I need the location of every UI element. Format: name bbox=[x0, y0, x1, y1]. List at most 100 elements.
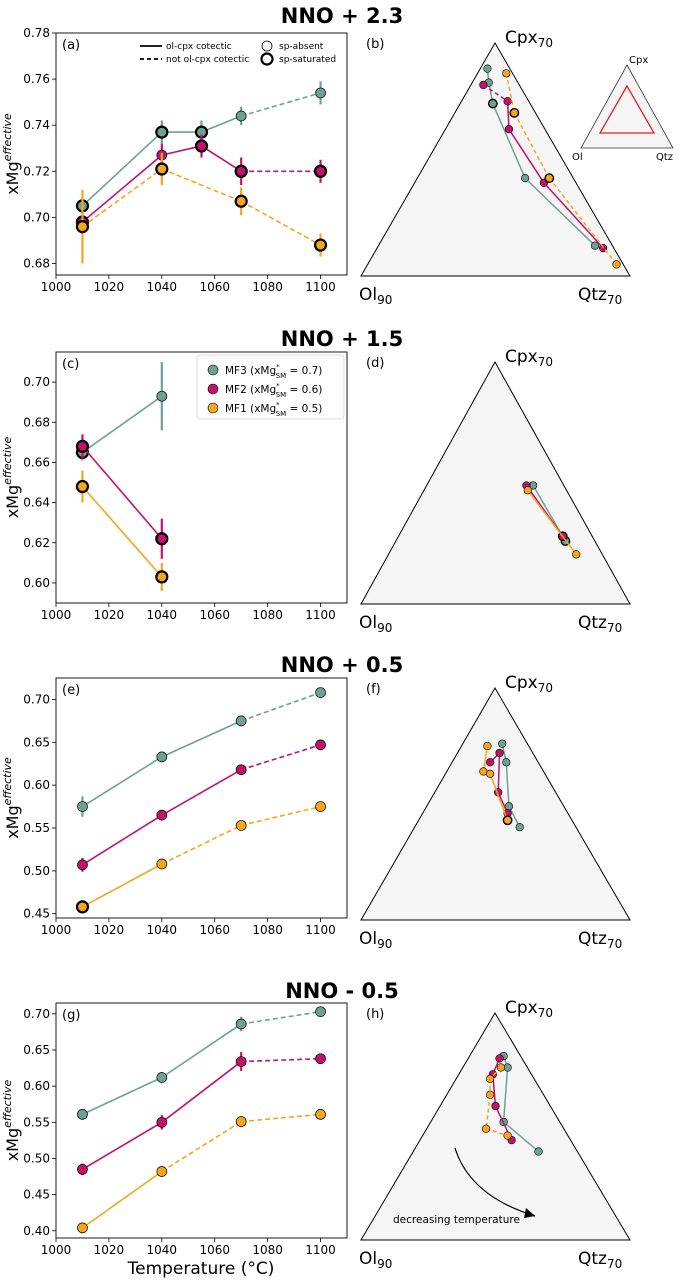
ternary-point-MF1 bbox=[483, 741, 492, 751]
segment-MF3 bbox=[82, 756, 163, 808]
inset-red-triangle bbox=[598, 84, 656, 134]
series-MF1 bbox=[77, 1109, 326, 1234]
vertex-cpx-sub: 70 bbox=[538, 36, 553, 50]
point-MF1 bbox=[156, 1166, 168, 1177]
point-MF1 bbox=[155, 570, 169, 584]
x-tick-label: 1040 bbox=[147, 608, 178, 622]
ternary-segment-MF3 bbox=[492, 103, 526, 179]
vertex-cpx-main: Cpx bbox=[505, 347, 538, 367]
ternary-point-MF1 bbox=[612, 260, 621, 269]
vertex-ol-main: Ol bbox=[359, 929, 377, 949]
inset-ternary: Cpx Ol Qtz bbox=[572, 55, 674, 163]
line-panel-2: 1000 1020 1040 1060 1080 1100 0.60 0.62 0.64 0.66… bbox=[1, 351, 348, 622]
segment-MF1 bbox=[240, 200, 321, 246]
ternary-segment-MF2 bbox=[497, 752, 501, 793]
y-axis-label: xMgeffective bbox=[1, 757, 22, 839]
ternary-point-MF3 bbox=[590, 241, 600, 250]
series-MF1 bbox=[75, 470, 169, 591]
axes-frame bbox=[55, 32, 348, 276]
point-MF3 bbox=[156, 390, 168, 402]
segment-MF3 bbox=[161, 720, 242, 758]
inset-label-ol: Ol bbox=[572, 152, 583, 163]
ternary-point-MF1 bbox=[496, 1063, 505, 1072]
series-MF3 bbox=[75, 362, 168, 461]
ternary-point-MF3 bbox=[515, 823, 524, 832]
inset-label-qtz: Qtz bbox=[656, 152, 673, 163]
series-MF3 bbox=[77, 687, 326, 817]
segment-MF1 bbox=[161, 824, 242, 865]
y-tick-label: 0.66 bbox=[23, 455, 50, 469]
legend-saturated-marker bbox=[260, 52, 274, 66]
y-tick-label: 0.50 bbox=[23, 864, 50, 878]
arrow-label: decreasing temperature bbox=[393, 1214, 520, 1226]
point-MF3 bbox=[235, 715, 247, 727]
legend-pre: MF1 (xMg bbox=[225, 403, 276, 415]
y-axis-label: xMgeffective bbox=[1, 113, 22, 195]
vertex-qtz-main: Qtz bbox=[578, 1249, 607, 1269]
series-MF2 bbox=[77, 1052, 326, 1176]
point-MF1 bbox=[75, 220, 90, 234]
segment-MF1 bbox=[81, 168, 163, 228]
vertex-cpx-main: Cpx bbox=[505, 673, 538, 693]
point-MF3 bbox=[235, 1018, 247, 1030]
ternary-point-MF1 bbox=[509, 108, 520, 118]
ternary-segment-MF2 bbox=[482, 84, 509, 102]
vertex-label-cpx: Cpx70 bbox=[505, 998, 553, 1020]
point-MF3 bbox=[235, 110, 247, 122]
y-tick-label: 0.55 bbox=[23, 1115, 50, 1129]
ternary-point-MF1 bbox=[544, 173, 555, 184]
legend-post: = 0.6) bbox=[286, 384, 322, 396]
ternary-segment-MF1 bbox=[489, 773, 509, 821]
ternary-point-MF2 bbox=[503, 97, 512, 106]
x-tick-label: 1060 bbox=[199, 280, 230, 294]
series-MF2 bbox=[77, 739, 326, 872]
point-MF2 bbox=[235, 764, 247, 776]
series-MF2 bbox=[75, 434, 169, 559]
point-MF3 bbox=[155, 125, 169, 139]
point-MF2 bbox=[77, 859, 88, 871]
x-tick-label: 1080 bbox=[252, 923, 283, 937]
segment-MF1 bbox=[240, 805, 321, 827]
ternary-triangle bbox=[360, 41, 631, 277]
y-tick-label: 0.78 bbox=[23, 26, 50, 40]
legend-label-MF3: MF3 (xMg* SM = 0.7) bbox=[225, 363, 322, 380]
ternary-segment-MF1 bbox=[527, 489, 577, 555]
legend-saturated-label: sp-saturated bbox=[279, 55, 336, 65]
ternary-segment-MF1 bbox=[482, 745, 489, 772]
arrow-head bbox=[524, 1208, 535, 1218]
ternary-point-MF1 bbox=[503, 1131, 512, 1140]
legend-sup: * bbox=[276, 401, 280, 409]
y-tick-label: 0.65 bbox=[23, 1043, 50, 1057]
y-tick-label: 0.64 bbox=[23, 496, 50, 510]
ternary-series-MF1 bbox=[481, 1063, 512, 1140]
panel-label: (g) bbox=[62, 1008, 80, 1023]
ternary-point-MF3 bbox=[534, 1147, 543, 1156]
legend-sup: * bbox=[276, 363, 280, 371]
segment-MF3 bbox=[240, 691, 321, 722]
vertex-qtz-sub: 70 bbox=[607, 937, 622, 951]
legend-marker-MF3 bbox=[207, 364, 219, 376]
ternary-series-MF2 bbox=[479, 80, 608, 253]
y-tick-label: 0.55 bbox=[23, 821, 50, 835]
legend-absent-label: sp-absent bbox=[279, 42, 324, 52]
line-panel-4: 1000 1020 1040 1060 1080 1100 0.45 0.50 0.55 0.60… bbox=[1, 677, 348, 937]
axes-frame bbox=[55, 351, 348, 604]
point-MF3 bbox=[77, 801, 88, 812]
panel-label: (h) bbox=[366, 1007, 384, 1022]
segment-MF2 bbox=[161, 145, 202, 156]
x-tick-label: 1080 bbox=[252, 280, 283, 294]
ternary-point-MF1 bbox=[572, 550, 581, 559]
ternary-point-MF3 bbox=[483, 64, 492, 73]
y-tick-label: 0.72 bbox=[23, 164, 50, 178]
vertex-cpx-sub: 70 bbox=[538, 681, 553, 695]
vertex-label-ol: Ol90 bbox=[359, 929, 392, 951]
point-MF1 bbox=[75, 900, 90, 914]
point-MF1 bbox=[315, 1109, 326, 1120]
y-tick-label: 0.40 bbox=[23, 1224, 50, 1238]
point-MF1 bbox=[235, 1116, 247, 1127]
point-MF3 bbox=[77, 1109, 88, 1120]
axes-frame bbox=[55, 677, 348, 919]
